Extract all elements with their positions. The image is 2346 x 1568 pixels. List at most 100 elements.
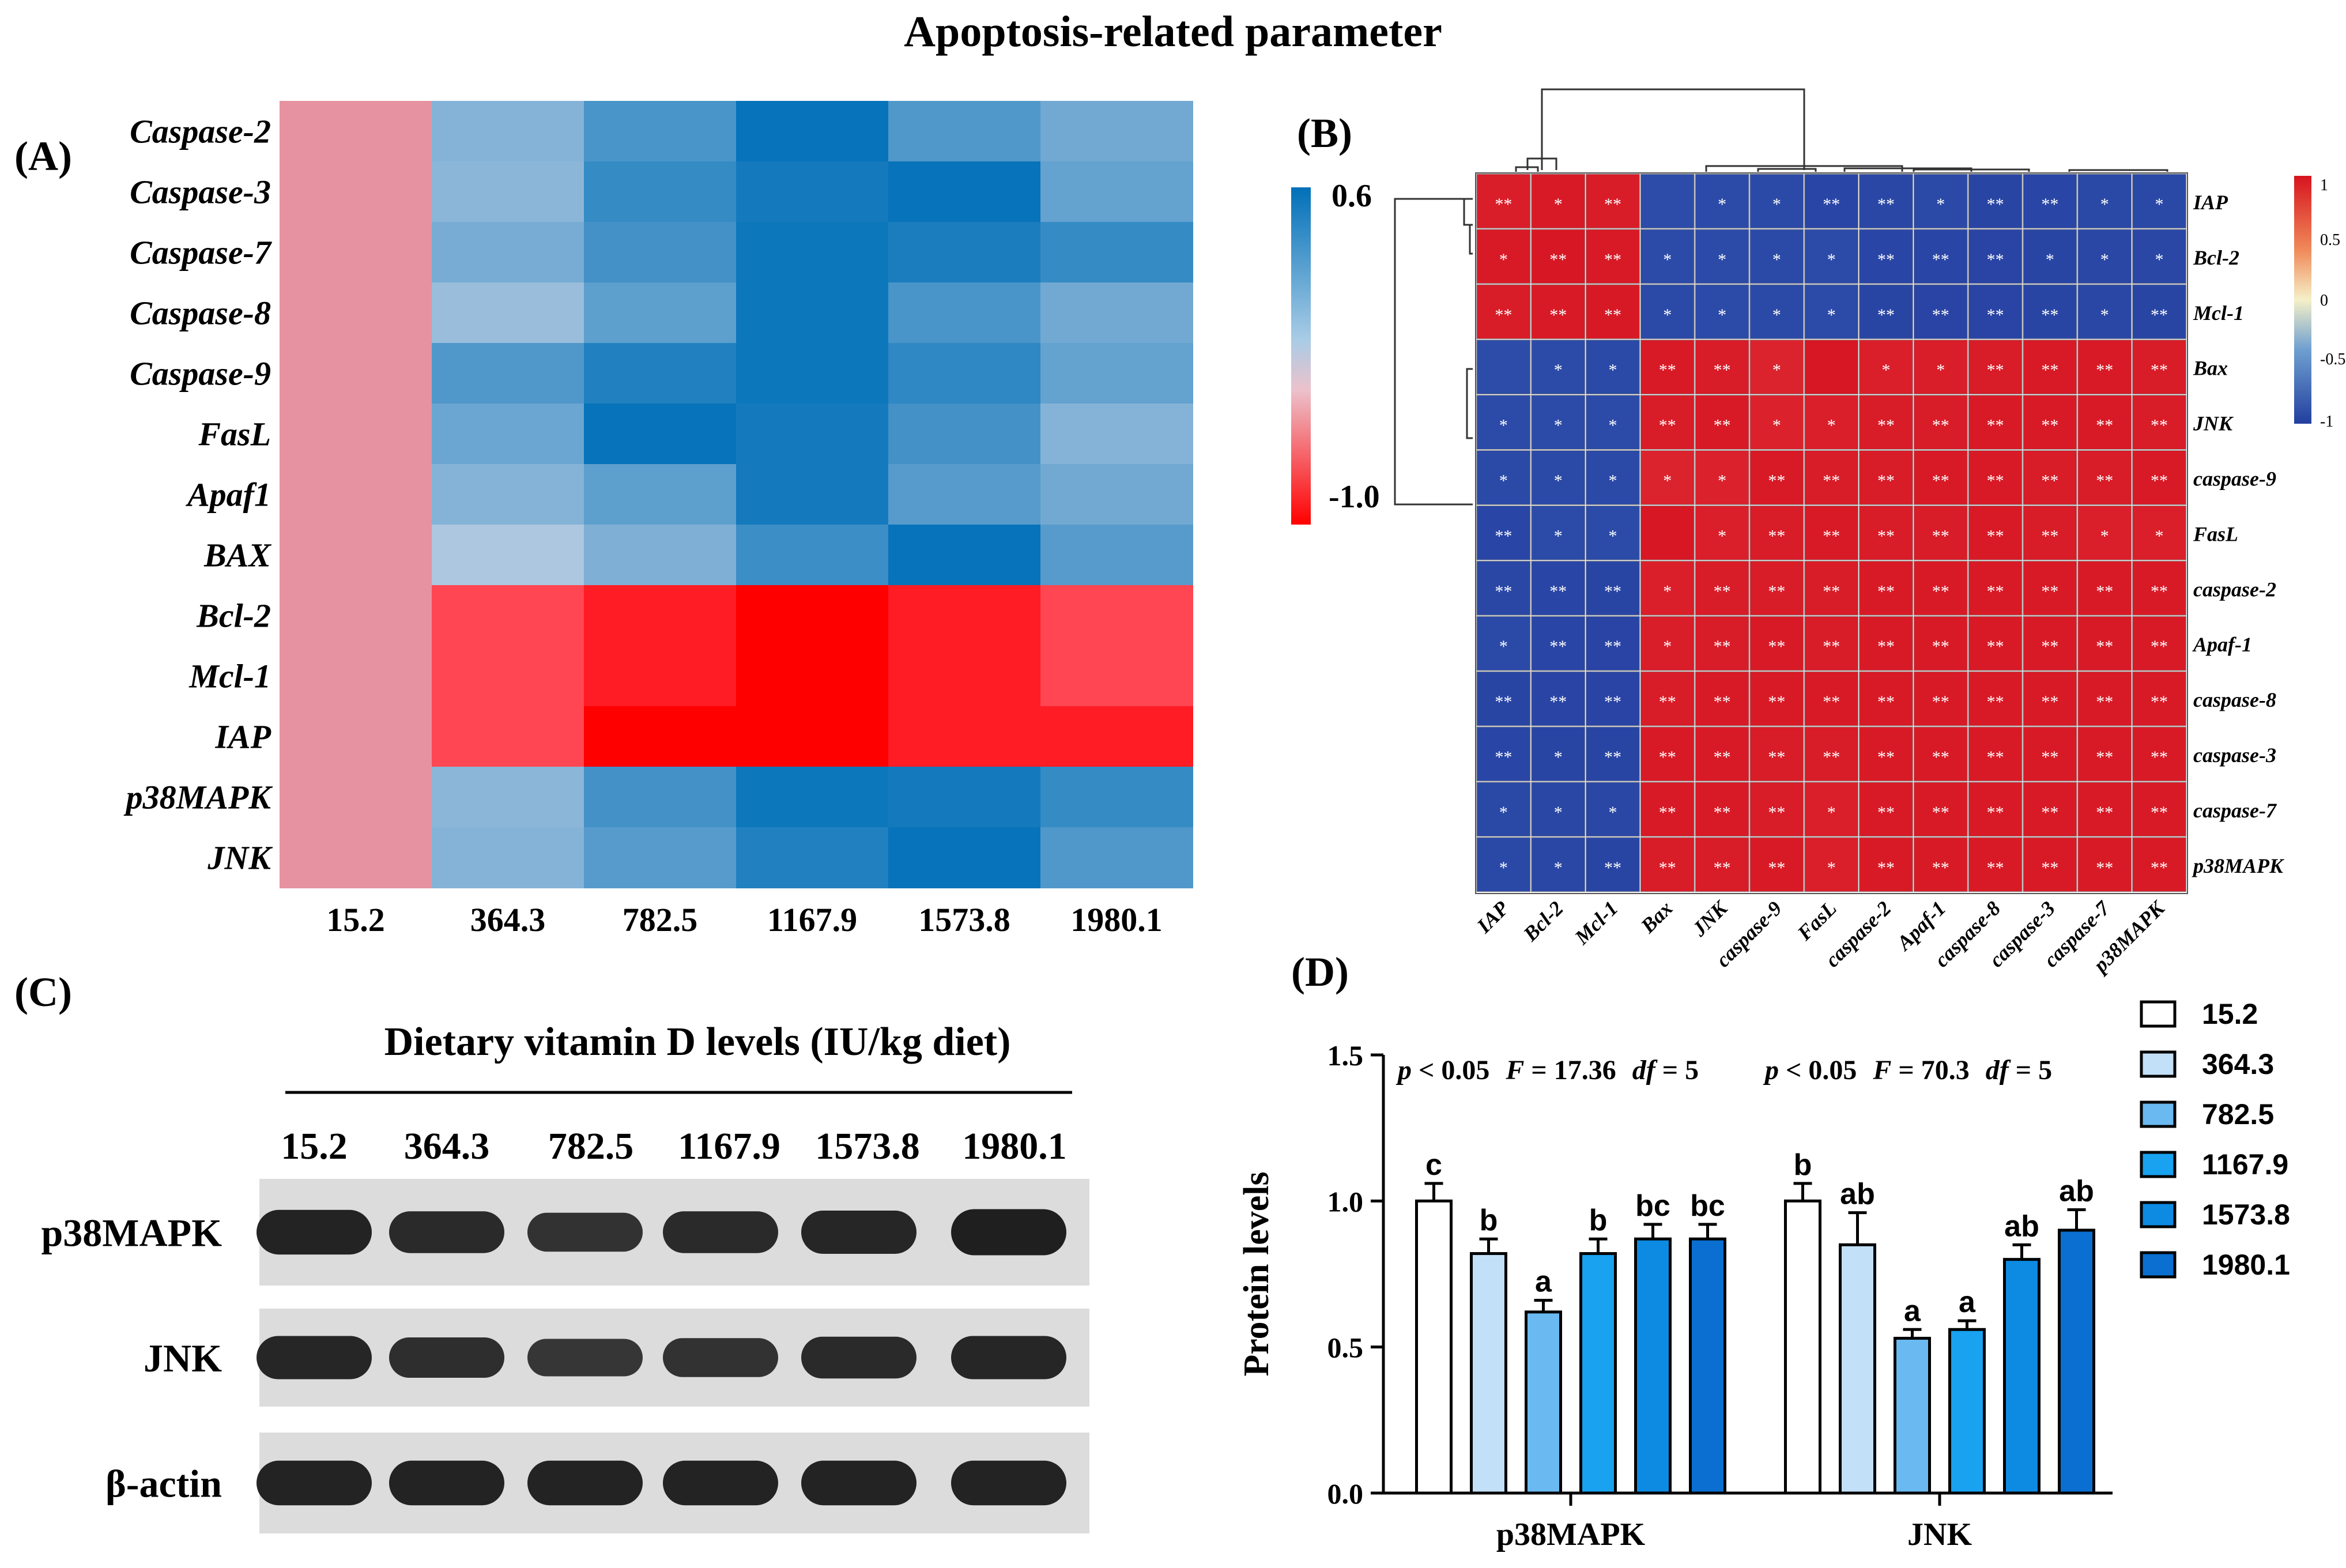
correlation-significance: ** <box>1823 471 1840 490</box>
heatmap-a-cell <box>280 585 432 646</box>
heatmap-a-cell <box>432 282 584 344</box>
bar-d-bar <box>2003 1258 2041 1495</box>
correlation-cell <box>1859 782 1913 837</box>
colorbar-b-tick: -1 <box>2320 413 2333 431</box>
heatmap-a-row-labels: Caspase-2 Caspase-3 Caspase-7 Caspase-8 Casp… <box>123 113 273 877</box>
heatmap-a-cell <box>736 525 889 586</box>
correlation-cell <box>1804 782 1859 837</box>
correlation-cell <box>1586 284 1640 340</box>
heatmap-a-colorbar: 0.6 -1.0 <box>1291 178 1380 525</box>
correlation-significance: ** <box>1768 858 1785 877</box>
correlation-cell <box>1749 340 1804 395</box>
correlation-cell <box>1695 229 1749 284</box>
correlation-significance: ** <box>2096 471 2113 490</box>
correlation-significance: ** <box>1987 858 2004 877</box>
correlation-significance: ** <box>2151 306 2168 325</box>
correlation-cell <box>1804 560 1859 616</box>
bar-d-significance-letter: ab <box>2059 1175 2094 1208</box>
correlation-significance: ** <box>1604 195 1621 214</box>
correlation-significance: ** <box>1932 748 1949 767</box>
correlation-significance: ** <box>1604 637 1621 656</box>
correlation-significance: * <box>1554 471 1563 490</box>
correlation-significance: * <box>1827 416 1836 435</box>
correlation-cell <box>1640 782 1695 837</box>
blot-band <box>389 1211 504 1253</box>
blot-band <box>527 1460 643 1506</box>
correlation-cell <box>1695 616 1749 671</box>
heatmap-a-row-label: Mcl-1 <box>188 658 271 695</box>
correlation-significance: ** <box>1714 416 1731 435</box>
correlation-significance: * <box>1554 361 1563 380</box>
heatmap-a-cell <box>280 827 432 888</box>
correlation-cell <box>1695 671 1749 726</box>
heatmap-a-row-label: Caspase-3 <box>130 174 271 211</box>
correlation-cell <box>1476 450 1531 505</box>
heatmap-a-cell <box>584 222 737 283</box>
correlation-cell <box>1804 671 1859 726</box>
correlation-significance: ** <box>1549 250 1567 269</box>
correlation-cell <box>1968 395 2023 450</box>
correlation-row-label: caspase-3 <box>2193 744 2276 767</box>
correlation-row-label: caspase-2 <box>2193 578 2276 601</box>
correlation-significance: * <box>1827 250 1836 269</box>
correlation-cell <box>1913 395 1968 450</box>
correlation-significance: ** <box>2041 748 2058 767</box>
correlation-row-label: IAP <box>2193 191 2228 214</box>
bar-d-significance-letter: bc <box>1690 1189 1725 1223</box>
correlation-cell <box>2077 395 2132 450</box>
correlation-cell <box>1749 837 1804 892</box>
bar-d-ylabel: Protein levels <box>1237 1171 1276 1376</box>
correlation-significance: ** <box>2041 526 2058 545</box>
heatmap-a-cell <box>1040 222 1193 283</box>
correlation-significance: * <box>1554 195 1563 214</box>
correlation-significance: ** <box>1495 692 1512 711</box>
bar-d-significance-letter: b <box>1589 1204 1608 1237</box>
correlation-significance: * <box>1609 361 1617 380</box>
correlation-significance: * <box>1663 637 1672 656</box>
correlation-cell <box>1804 450 1859 505</box>
heatmap-a-col-label: 364.3 <box>470 901 546 938</box>
blot-band <box>389 1460 504 1506</box>
correlation-significance: ** <box>1877 582 1895 601</box>
bar-d-bar <box>1470 1252 1507 1495</box>
correlation-significance: ** <box>1659 361 1676 380</box>
correlation-cell <box>1859 340 1913 395</box>
correlation-cell <box>1640 229 1695 284</box>
heatmap-a-cell <box>432 222 584 283</box>
correlation-significance: ** <box>1549 306 1567 325</box>
correlation-cell <box>1749 450 1804 505</box>
correlation-cell <box>2077 726 2132 782</box>
correlation-cell <box>1531 229 1586 284</box>
correlation-cell <box>2023 782 2077 837</box>
colorbar-b-gradient <box>2294 176 2311 424</box>
heatmap-a-cell <box>280 161 432 223</box>
heatmap-a-cell <box>584 706 737 767</box>
heatmap-a-cell <box>1040 767 1193 828</box>
correlation-cell <box>1913 616 1968 671</box>
heatmap-a-cell <box>736 282 889 344</box>
bar-d-legend: 15.2 364.3 782.5 1167.9 1573.8 1980.1 <box>2140 998 2290 1281</box>
heatmap-a-cell <box>432 525 584 586</box>
correlation-cell <box>1586 560 1640 616</box>
correlation-cell <box>2132 284 2186 340</box>
bar-d-bar <box>1839 1243 1876 1495</box>
correlation-significance: ** <box>1549 582 1567 601</box>
bar-d-ytick-label: 0.0 <box>1327 1477 1364 1510</box>
correlation-cell <box>1695 340 1749 395</box>
bar-d-significance-letter: ab <box>1840 1178 1875 1211</box>
correlation-significance: ** <box>2096 361 2113 380</box>
correlation-cell <box>1749 671 1804 726</box>
panel-label-c: (C) <box>14 969 72 1015</box>
correlation-row-label: Bax <box>2193 357 2228 380</box>
correlation-cell <box>1968 284 2023 340</box>
correlation-significance: ** <box>1823 637 1840 656</box>
correlation-cell <box>1640 174 1695 229</box>
heatmap-a-cell <box>1040 282 1193 344</box>
heatmap-a-cell <box>736 101 889 162</box>
correlation-row-label: JNK <box>2193 412 2234 435</box>
correlation-cell <box>1586 671 1640 726</box>
correlation-significance: ** <box>1714 858 1731 877</box>
correlation-significance: * <box>2100 195 2109 214</box>
correlation-significance: ** <box>1932 637 1949 656</box>
